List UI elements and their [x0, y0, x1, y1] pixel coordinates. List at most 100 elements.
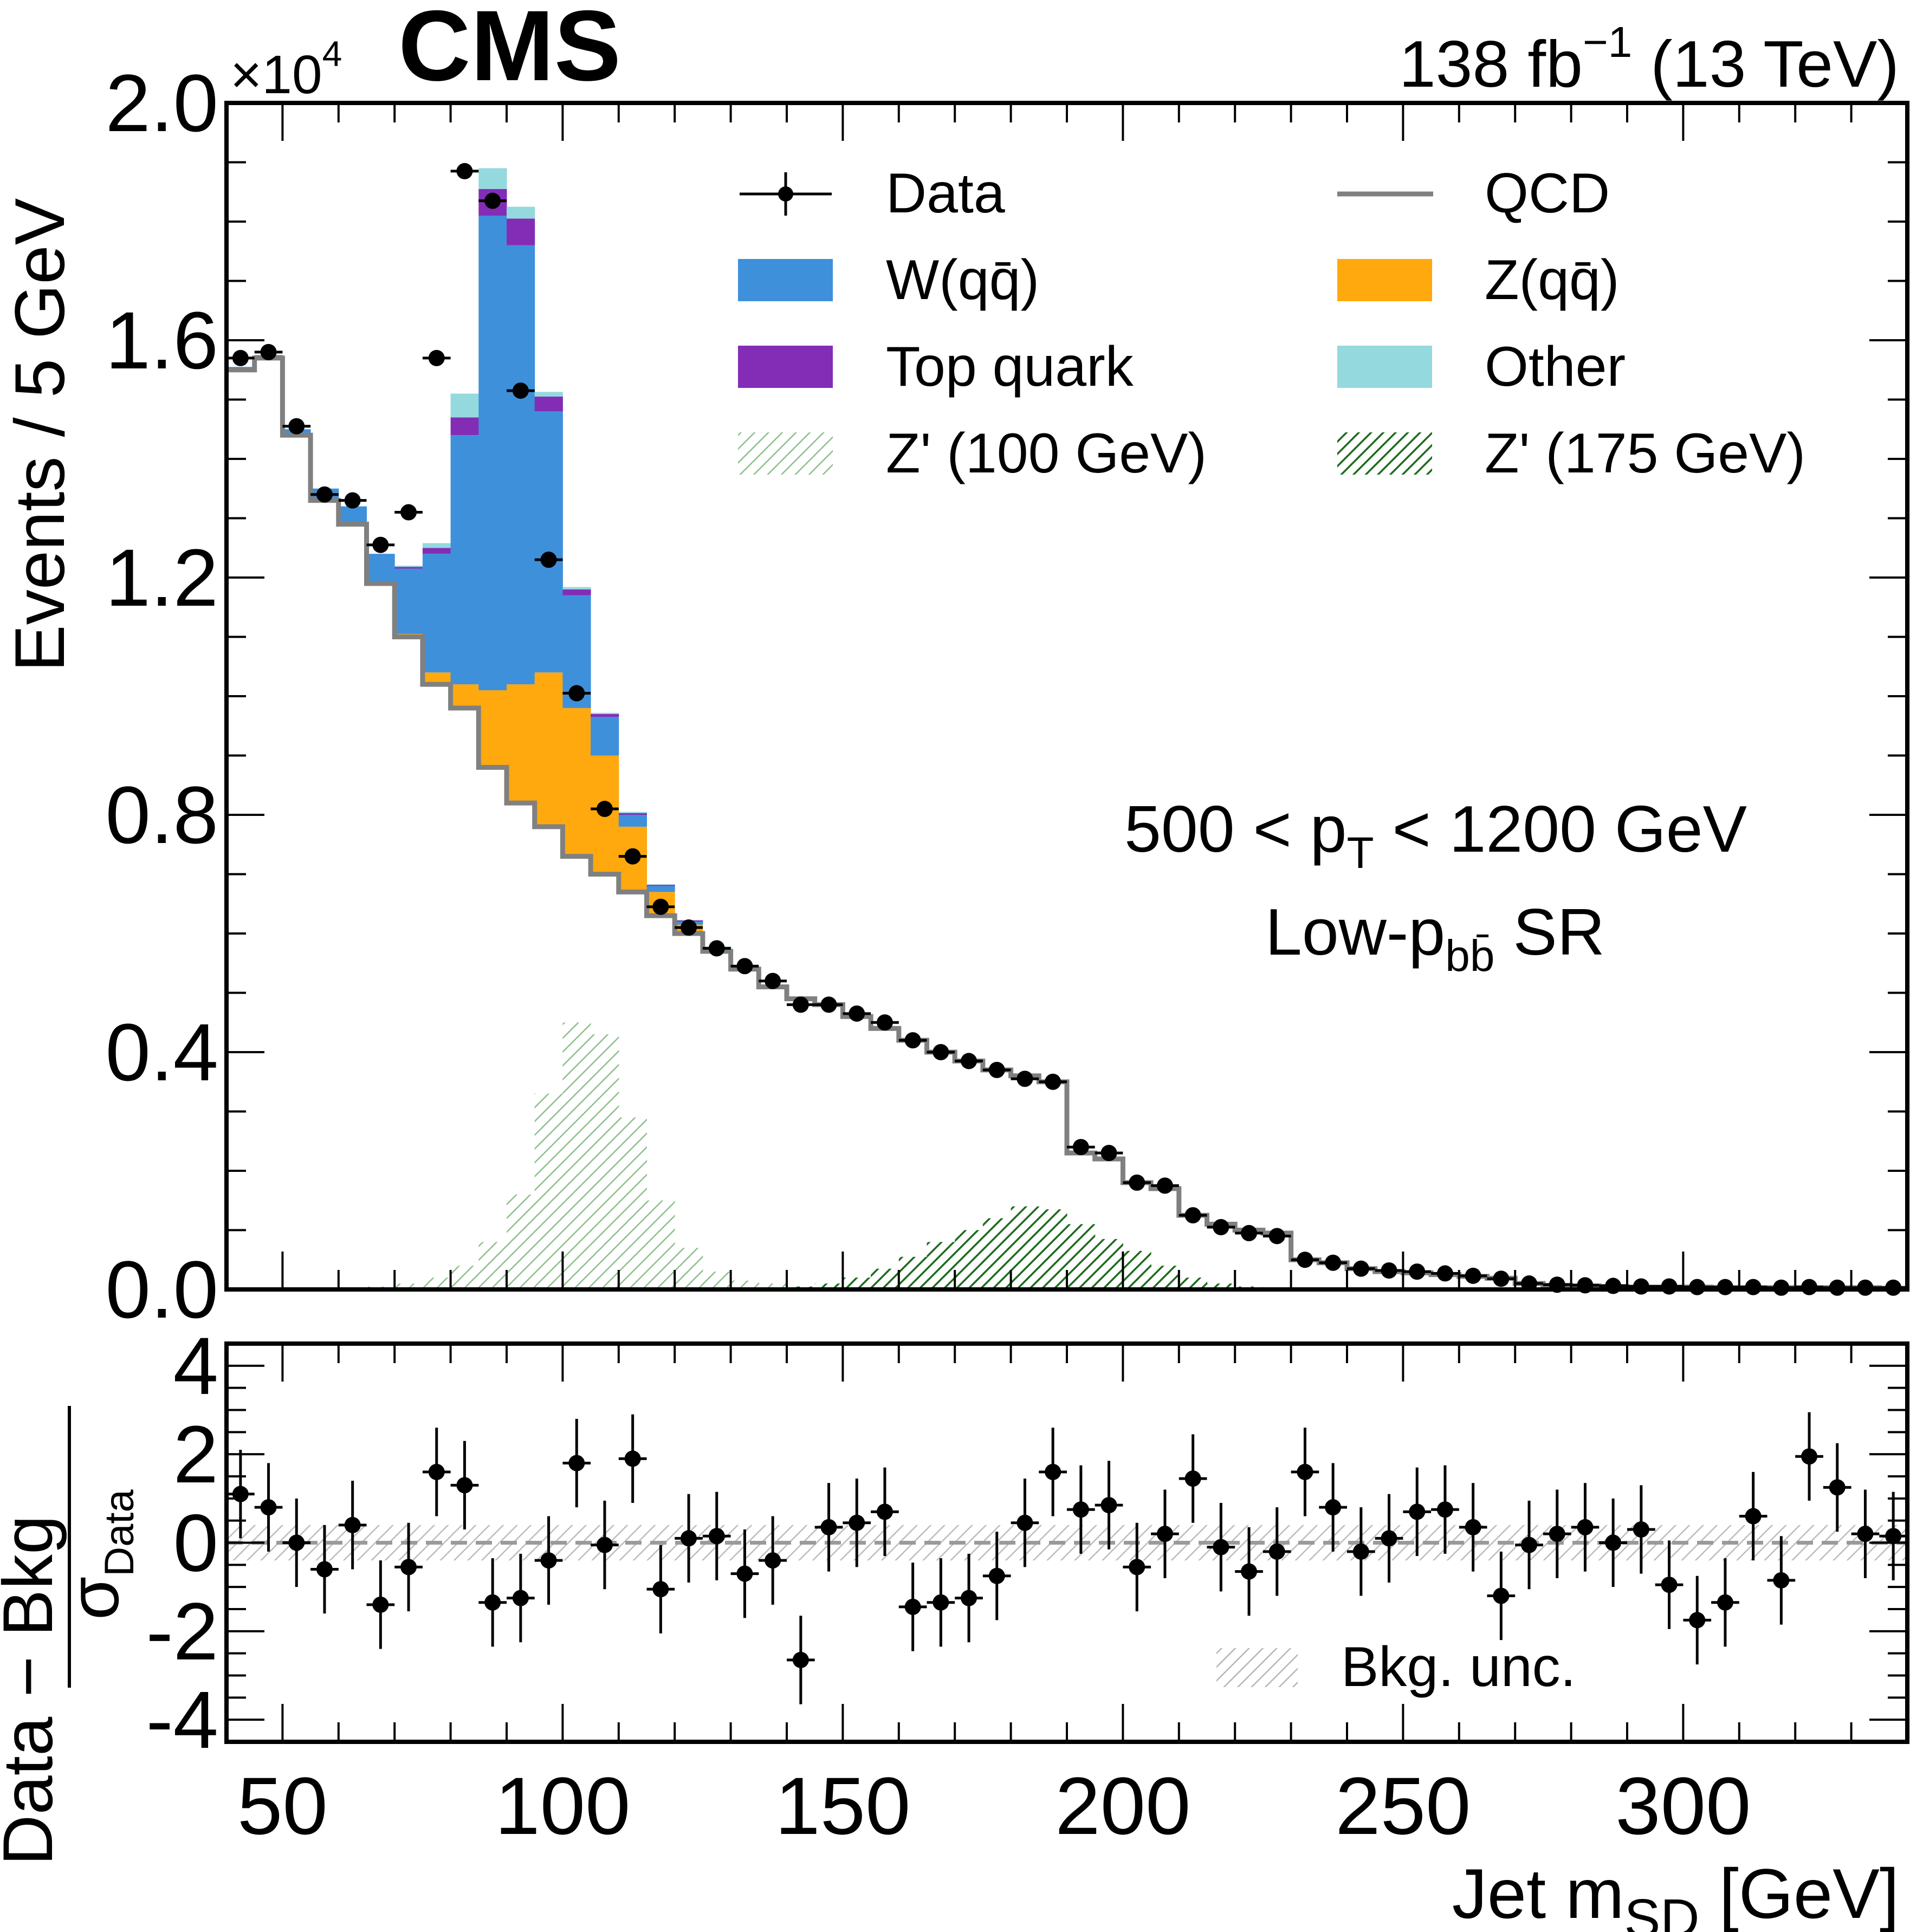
pull-point — [702, 1492, 731, 1580]
pull-point — [1571, 1483, 1600, 1572]
pull-point — [534, 1516, 563, 1605]
x-axis-title: Jet mSD [GeV] — [1452, 1854, 1899, 1932]
lumi-label: 138 fb−1 (13 TeV) — [1399, 18, 1899, 101]
top-bar — [646, 885, 675, 886]
svg-text:σData: σData — [54, 1489, 143, 1620]
legend-zp100: Z' (100 GeV) — [738, 422, 1207, 485]
zqq-bar — [422, 672, 451, 685]
zp100-bar — [507, 1194, 535, 1289]
pull-point — [1319, 1463, 1347, 1552]
x-tick-label: 250 — [1335, 1760, 1471, 1851]
data-point — [927, 1044, 955, 1060]
pull-point — [927, 1558, 955, 1647]
pull-point — [1039, 1428, 1067, 1516]
svg-text:Z' (175 GeV): Z' (175 GeV) — [1485, 422, 1805, 485]
data-point — [394, 504, 423, 521]
data-point — [562, 685, 591, 702]
pull-point — [1262, 1507, 1291, 1596]
data-point — [1207, 1219, 1235, 1236]
data-point — [254, 343, 283, 360]
pull-point — [1627, 1485, 1655, 1574]
legend-top: Top quark — [738, 335, 1134, 398]
zp100-bar — [450, 1266, 479, 1289]
pull-point — [982, 1532, 1011, 1620]
zp100-bar — [591, 1034, 619, 1289]
pull-point — [507, 1553, 535, 1643]
data-point — [1375, 1262, 1403, 1279]
data-point — [1739, 1279, 1767, 1295]
pull-point — [1879, 1492, 1907, 1580]
svg-text:QCD: QCD — [1485, 162, 1610, 225]
svg-text:Z' (100 GeV): Z' (100 GeV) — [886, 422, 1207, 485]
cms-label: CMS — [398, 0, 621, 102]
zp175-bar — [1095, 1239, 1123, 1289]
wqq-bar — [422, 554, 451, 673]
pull-point — [1795, 1412, 1823, 1501]
zqq-bar — [450, 684, 479, 708]
pull-point — [1067, 1465, 1095, 1554]
pull-point — [1095, 1461, 1123, 1550]
pull-point — [1739, 1471, 1767, 1561]
pull-point — [282, 1498, 311, 1587]
wqq-bar — [618, 815, 647, 827]
legend-data: Data — [740, 162, 1005, 225]
pull-point — [618, 1414, 647, 1503]
data-point — [534, 552, 563, 568]
data-point — [1319, 1254, 1347, 1271]
svg-text:Bkg. unc.: Bkg. unc. — [1341, 1636, 1576, 1698]
top-bar — [507, 218, 535, 245]
data-point — [1151, 1177, 1179, 1194]
pull-point — [338, 1481, 367, 1570]
y-tick-label: 1.2 — [105, 532, 218, 623]
pull-point — [1515, 1500, 1543, 1590]
pull-point — [1459, 1483, 1487, 1572]
data-point — [955, 1053, 983, 1069]
pull-point — [1207, 1503, 1235, 1592]
other-bar — [394, 566, 423, 567]
other-bar — [591, 712, 619, 714]
other-bar — [562, 587, 591, 589]
data-points — [226, 163, 1907, 1296]
region-label: Low-pbb̄ SR — [1265, 895, 1605, 981]
zp100-bar — [646, 1200, 675, 1289]
other-bar — [478, 168, 507, 189]
pt-range-label: 500 < pT < 1200 GeV — [1124, 792, 1747, 878]
zp100-bar — [730, 1280, 759, 1289]
zp100-bar — [422, 1278, 451, 1289]
top-bar — [450, 417, 479, 436]
y-tick-label: 0.0 — [105, 1244, 218, 1335]
svg-text:Z(qq̄): Z(qq̄) — [1485, 249, 1619, 312]
zp175-bar — [1179, 1278, 1207, 1289]
zp175-bar — [1039, 1209, 1067, 1289]
y-tick-label: 0.4 — [105, 1007, 218, 1098]
top-bar — [618, 813, 647, 815]
top-bar — [591, 714, 619, 717]
pull-tick-label: -2 — [146, 1586, 218, 1677]
zp100-bar — [562, 1022, 591, 1289]
zp175-bar — [1151, 1266, 1180, 1289]
data-point — [1795, 1279, 1823, 1295]
data-point — [646, 898, 675, 915]
pull-point — [1179, 1434, 1207, 1523]
data-point — [338, 492, 367, 509]
data-point — [1459, 1267, 1487, 1284]
data-point — [450, 163, 479, 179]
y-tick-label: 1.6 — [105, 295, 218, 386]
data-point — [871, 1014, 899, 1031]
top-bar — [394, 567, 423, 569]
data-point — [759, 973, 787, 989]
data-point — [591, 801, 619, 818]
data-point — [422, 349, 451, 366]
top-bar — [422, 548, 451, 554]
pull-point — [1011, 1479, 1039, 1567]
other-bar — [422, 543, 451, 548]
svg-text:Top quark: Top quark — [886, 335, 1134, 398]
pull-point — [1851, 1489, 1880, 1578]
data-point — [1683, 1279, 1712, 1295]
zp100-bar — [702, 1272, 731, 1289]
data-point — [1095, 1145, 1123, 1162]
pull-point — [1235, 1527, 1263, 1616]
zp175-bar — [1011, 1206, 1039, 1289]
legend-zp175: Z' (175 GeV) — [1337, 422, 1805, 485]
other-bar — [534, 392, 563, 397]
